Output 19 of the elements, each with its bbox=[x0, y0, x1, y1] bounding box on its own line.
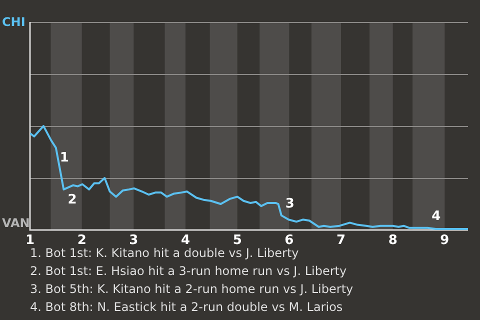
annotation: 1 bbox=[60, 150, 69, 166]
x-tick-label: 8 bbox=[388, 233, 398, 248]
annotation: 4 bbox=[432, 208, 441, 224]
x-tick-label: 7 bbox=[336, 233, 346, 248]
x-tick-label: 5 bbox=[232, 233, 242, 248]
text: CHI bbox=[2, 15, 26, 29]
text: 2. Bot 1st: E. Hsiao hit a 3-run home run vs J. Liberty bbox=[30, 263, 348, 280]
x-tick-label: 6 bbox=[284, 233, 294, 248]
text: 4. Bot 8th: N. Eastick hit a 2-run double vs M. Larios bbox=[30, 299, 344, 316]
text: 1. Bot 1st: K. Kitano hit a double vs J. Liberty bbox=[30, 246, 299, 260]
text: VAN bbox=[2, 216, 30, 230]
x-tick-label: 2 bbox=[77, 233, 86, 248]
annotation: 3 bbox=[285, 196, 294, 212]
x-tick-label: 3 bbox=[129, 233, 138, 248]
x-tick-label: 9 bbox=[440, 233, 450, 248]
x-tick-label: 1 bbox=[25, 233, 35, 248]
text: 3. Bot 5th: K. Kitano hit a 2-run home run vs J. Liberty bbox=[30, 281, 354, 298]
annotation: 2 bbox=[68, 192, 77, 208]
x-tick-label: 4 bbox=[180, 233, 190, 248]
